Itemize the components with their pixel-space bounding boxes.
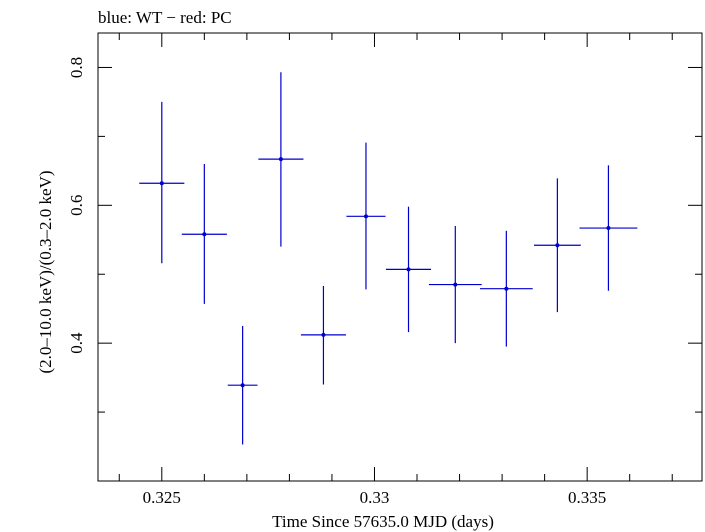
series-wt: [139, 72, 638, 445]
data-point: [258, 72, 304, 247]
point-marker: [606, 226, 611, 231]
data-point: [579, 165, 638, 291]
plot-frame: [97, 32, 703, 482]
point-marker: [159, 181, 164, 186]
x-axis-ticks: [118, 33, 673, 481]
data-point: [346, 142, 386, 290]
point-marker: [504, 286, 509, 291]
point-marker: [202, 232, 207, 237]
data-point: [428, 225, 482, 344]
data-point: [300, 285, 346, 385]
y-tick-label: 0.4: [67, 332, 86, 354]
point-marker: [453, 282, 458, 287]
y-axis-tick-labels: 0.4 0.6 0.8: [67, 57, 86, 354]
y-axis-ticks: [98, 66, 702, 482]
x-tick-label: 0.33: [360, 488, 390, 507]
x-axis-tick-labels: 0.325 0.33 0.335: [143, 488, 607, 507]
point-marker: [555, 243, 560, 248]
y-axis-label: (2.0–10.0 keV)/(0.3–2.0 keV): [36, 170, 55, 373]
data-point: [181, 163, 227, 304]
point-marker: [406, 267, 411, 272]
point-marker: [278, 157, 283, 162]
y-tick-label: 0.8: [67, 57, 86, 78]
data-point: [533, 178, 581, 313]
x-tick-label: 0.335: [568, 488, 606, 507]
chart-title: blue: WT − red: PC: [98, 8, 232, 27]
point-marker: [321, 332, 326, 337]
y-tick-label: 0.6: [67, 195, 86, 216]
point-marker: [363, 214, 368, 219]
data-point: [479, 230, 533, 347]
data-point: [227, 325, 258, 445]
x-tick-label: 0.325: [143, 488, 181, 507]
data-point: [385, 206, 432, 333]
data-point: [139, 101, 185, 264]
point-marker: [240, 383, 245, 388]
x-axis-label: Time Since 57635.0 MJD (days): [272, 512, 494, 531]
